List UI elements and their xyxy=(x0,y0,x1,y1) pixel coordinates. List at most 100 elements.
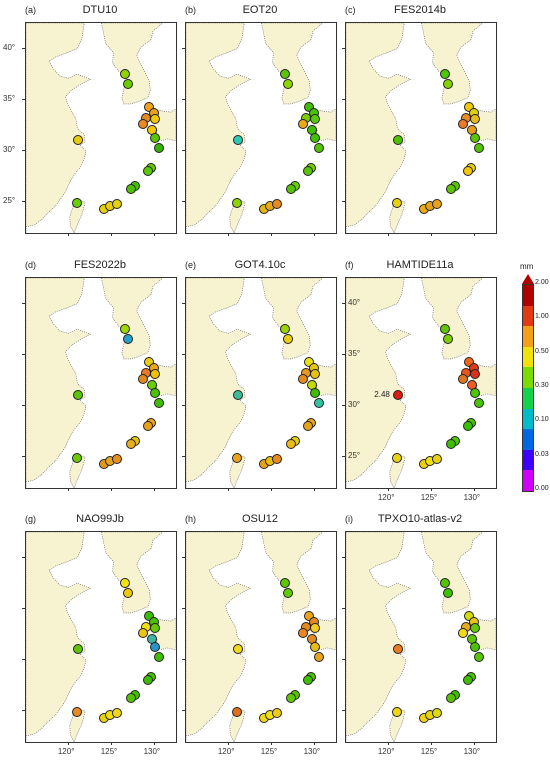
tide-station-marker xyxy=(309,132,320,143)
tide-station-marker xyxy=(233,643,244,654)
lat-tick-mark xyxy=(22,405,25,407)
lat-tick-mark xyxy=(182,556,185,558)
tide-station-marker xyxy=(446,183,457,194)
tide-station-marker xyxy=(446,692,457,703)
tide-station-marker xyxy=(149,387,160,398)
land-area xyxy=(421,532,483,614)
panel-title: OSU12 xyxy=(241,513,279,525)
colorbar-segment xyxy=(523,429,533,451)
lat-tick-mark xyxy=(22,456,25,458)
panel-letter: (e) xyxy=(185,260,196,270)
tide-station-marker xyxy=(298,119,309,130)
tide-station-marker xyxy=(302,674,313,685)
lon-tick-mark xyxy=(110,742,112,745)
land-area xyxy=(186,532,252,742)
tide-station-marker xyxy=(446,438,457,449)
lon-tick-label: 125° xyxy=(420,493,438,502)
lat-tick-mark xyxy=(22,201,25,203)
tide-station-marker xyxy=(313,397,324,408)
lat-tick-mark xyxy=(342,607,345,609)
lon-tick-mark xyxy=(387,488,389,491)
tide-station-marker xyxy=(286,438,297,449)
lat-tick-mark xyxy=(182,150,185,152)
land-area xyxy=(186,278,252,488)
panel-letter: (c) xyxy=(345,5,356,15)
lat-tick-label: 25° xyxy=(348,451,361,461)
lat-tick-mark xyxy=(182,201,185,203)
land-area xyxy=(421,278,483,360)
land-area xyxy=(101,532,163,614)
lat-tick-mark xyxy=(22,353,25,355)
basemap xyxy=(346,532,496,742)
tide-station-marker xyxy=(138,374,149,385)
tide-station-marker xyxy=(431,708,442,719)
tide-station-marker xyxy=(298,374,309,385)
tide-station-marker xyxy=(473,142,484,153)
land-area xyxy=(229,707,246,742)
tide-station-marker xyxy=(309,387,320,398)
panel-letter: (h) xyxy=(185,514,196,524)
land-area xyxy=(69,453,86,488)
tide-station-marker xyxy=(111,199,122,210)
colorbar-tick-label: 0.03 xyxy=(535,450,549,458)
tide-station-marker xyxy=(470,369,481,380)
lon-tick-mark xyxy=(270,233,272,236)
tide-station-marker xyxy=(73,389,84,400)
panel-title: GOT4.10c xyxy=(234,259,286,271)
tide-station-marker xyxy=(72,706,83,717)
land-area xyxy=(69,198,86,233)
lon-tick-mark xyxy=(473,488,475,491)
tide-station-marker xyxy=(73,134,84,145)
tide-station-marker xyxy=(392,452,403,463)
lon-tick-mark xyxy=(227,488,229,491)
land-area xyxy=(421,23,483,105)
land-area xyxy=(69,707,86,742)
tide-station-marker xyxy=(72,452,83,463)
tide-station-marker xyxy=(153,651,164,662)
colorbar-segment xyxy=(523,285,533,307)
tide-station-marker xyxy=(393,134,404,145)
tide-station-marker xyxy=(149,132,160,143)
colorbar xyxy=(522,284,534,492)
lat-tick-mark xyxy=(182,98,185,100)
colorbar-tick-label: 0.10 xyxy=(535,416,549,424)
tide-station-marker xyxy=(232,452,243,463)
tide-station-marker xyxy=(120,578,131,589)
colorbar-tick-label: 2.00 xyxy=(535,279,549,286)
lat-tick-label: 40° xyxy=(348,297,361,307)
tide-station-marker xyxy=(470,623,481,634)
basemap xyxy=(346,278,496,488)
lon-tick-mark xyxy=(67,488,69,491)
tide-station-marker xyxy=(126,438,137,449)
lon-tick-mark xyxy=(430,742,432,745)
map-frame xyxy=(185,531,337,743)
lat-tick-label: 25° xyxy=(3,196,16,206)
tide-station-marker xyxy=(283,588,293,599)
tide-station-marker xyxy=(286,183,297,194)
lat-tick-mark xyxy=(342,302,345,304)
lon-tick-mark xyxy=(313,488,315,491)
lon-tick-label: 120° xyxy=(217,747,235,756)
tide-station-marker xyxy=(469,387,480,398)
lat-tick-mark xyxy=(342,556,345,558)
tide-station-marker xyxy=(458,374,469,385)
tide-station-marker xyxy=(271,199,282,210)
lat-tick-mark xyxy=(342,47,345,49)
lon-tick-label: 125° xyxy=(260,747,278,756)
tide-station-marker xyxy=(111,454,122,465)
panel-title: DTU10 xyxy=(82,4,118,16)
lat-tick-mark xyxy=(22,47,25,49)
lat-tick-mark xyxy=(342,456,345,458)
lat-tick-mark xyxy=(22,150,25,152)
colorbar-segment xyxy=(523,470,533,492)
lat-tick-mark xyxy=(22,556,25,558)
tide-station-marker xyxy=(271,708,282,719)
lon-tick-label: 125° xyxy=(100,747,118,756)
tide-station-marker xyxy=(153,397,164,408)
lon-tick-mark xyxy=(153,488,155,491)
tide-station-marker xyxy=(298,628,309,639)
map-frame xyxy=(345,22,497,234)
lon-tick-mark xyxy=(473,742,475,745)
tide-station-marker xyxy=(431,454,442,465)
panel-title: HAMTIDE11a xyxy=(386,259,454,271)
